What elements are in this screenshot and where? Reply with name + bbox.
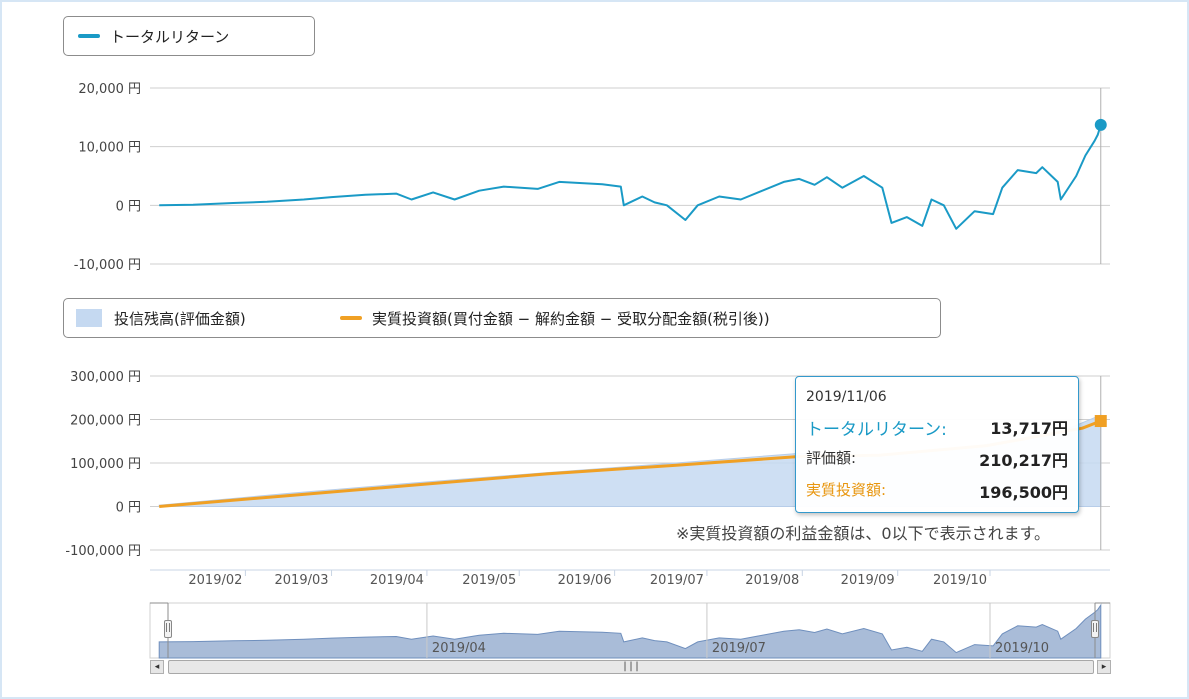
y-tick-label: 300,000 円: [70, 370, 141, 385]
x-tick-label: 2019/04: [370, 573, 424, 588]
legend-label: トータルリターン: [110, 27, 230, 46]
y-tick-label: 20,000 円: [78, 82, 141, 97]
navigator-tick-label: 2019/04: [432, 641, 486, 656]
tooltip-label: 評価額:: [806, 449, 857, 467]
x-tick-label: 2019/05: [462, 573, 516, 588]
x-tick-label: 2019/03: [275, 573, 329, 588]
tooltip-value: 196,500円: [979, 483, 1068, 502]
tooltip-value: 13,717円: [990, 419, 1068, 438]
navigator-tick-label: 2019/07: [712, 641, 766, 656]
tooltip-row-net-investment: 実質投資額: 196,500円: [806, 479, 1068, 502]
series-line-total-return: [159, 124, 1102, 230]
tooltip-row-total-return: トータルリターン: 13,717円: [806, 415, 1068, 440]
legend-label: 実質投資額(買付金額 − 解約金額 − 受取分配金額(税引後)): [372, 309, 770, 328]
legend-line-swatch: [78, 34, 100, 38]
tooltip-label: トータルリターン:: [806, 420, 947, 440]
tooltip: 2019/11/06 トータルリターン: 13,717円 評価額: 210,21…: [795, 376, 1079, 513]
scroll-right-button[interactable]: ▸: [1097, 660, 1111, 674]
data-point-marker: [1094, 415, 1107, 428]
navigator-tick-label: 2019/10: [995, 641, 1049, 656]
y-tick-label: -100,000 円: [65, 544, 141, 559]
legend-line-swatch: [340, 316, 362, 320]
x-tick-label: 2019/02: [188, 573, 242, 588]
x-tick-label: 2019/08: [745, 573, 799, 588]
data-point-marker: [1094, 118, 1107, 131]
navigator-handle-right[interactable]: ||: [1091, 620, 1099, 638]
x-tick-label: 2019/09: [841, 573, 895, 588]
x-tick-label: 2019/07: [650, 573, 704, 588]
tooltip-date: 2019/11/06: [806, 389, 887, 405]
legend-label: 投信残高(評価金額): [114, 309, 246, 328]
x-tick-label: 2019/06: [558, 573, 612, 588]
y-tick-label: 0 円: [116, 199, 141, 214]
x-tick-label: 2019/10: [933, 573, 987, 588]
legend-item-net-investment[interactable]: 実質投資額(買付金額 − 解約金額 − 受取分配金額(税引後)): [340, 299, 770, 337]
legend-top: トータルリターン: [63, 16, 315, 56]
tooltip-value: 210,217円: [979, 451, 1068, 470]
navigator-series: [158, 603, 1102, 659]
legend-area-swatch: [76, 309, 102, 327]
tooltip-row-valuation: 評価額: 210,217円: [806, 447, 1068, 470]
legend-bottom: 投信残高(評価金額) 実質投資額(買付金額 − 解約金額 − 受取分配金額(税引…: [63, 298, 941, 338]
y-tick-label: 10,000 円: [78, 141, 141, 156]
y-tick-label: -10,000 円: [74, 258, 141, 273]
legend-item-balance[interactable]: 投信残高(評価金額): [76, 299, 246, 337]
legend-item-total-return[interactable]: トータルリターン: [78, 17, 229, 55]
scroll-left-button[interactable]: ◂: [150, 660, 164, 674]
footnote: ※実質投資額の利益金額は、0以下で表示されます。: [676, 524, 1050, 543]
y-tick-label: 0 円: [116, 501, 141, 516]
y-tick-label: 100,000 円: [70, 457, 141, 472]
navigator-handle-left[interactable]: ||: [164, 620, 172, 638]
tooltip-label: 実質投資額:: [806, 481, 887, 499]
y-tick-label: 200,000 円: [70, 414, 141, 429]
scrollbar-thumb[interactable]: |||: [168, 660, 1094, 674]
